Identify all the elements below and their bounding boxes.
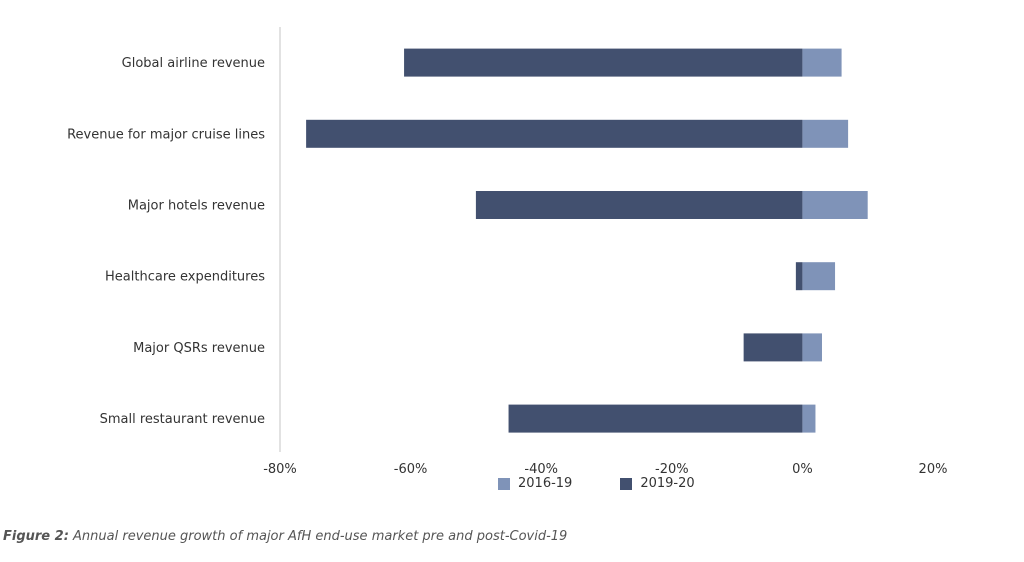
x-tick-label: -40% [524,462,558,477]
x-tick-labels: -80% -60% -40% -20% 0% 20% [263,462,947,477]
legend-label-2016-19: 2016-19 [518,476,573,491]
legend-swatch-2016-19 [498,477,510,490]
figure-caption: Figure 2: Annual revenue growth of major… [3,529,567,544]
chart: Global airline revenue Revenue for major … [67,27,947,477]
bar-major-hotels-revenue-2016-19 [802,191,868,219]
legend-swatch-2019-20 [620,477,633,490]
bar-small-restaurant-revenue-2016-19 [802,404,816,433]
caption-label: Figure 2: [3,529,69,544]
category-label-major-hotels-revenue: Major hotels revenue [128,199,265,214]
category-label-major-qsrs-revenue: Major QSRs revenue [133,341,265,356]
category-label-small-restaurant-revenue: Small restaurant revenue [100,412,265,427]
x-tick-label: -20% [655,462,689,477]
legend-item-2016-19: 2016-19 [498,476,572,491]
legend-item-2019-20: 2019-20 [620,476,695,491]
caption-text: Annual revenue growth of major AfH end-u… [68,529,568,544]
bar-major-qsrs-revenue-2016-19 [802,333,822,362]
x-tick-label: 20% [919,462,948,477]
bar-small-restaurant-revenue-2019-20 [508,404,803,433]
category-label-revenue-for-major-cruise-lines: Revenue for major cruise lines [67,127,265,142]
legend-label-2019-20: 2019-20 [640,476,695,491]
bar-revenue-for-major-cruise-lines-2019-20 [306,119,803,148]
x-tick-label: -60% [394,462,428,477]
bar-healthcare-expenditures-2019-20 [795,262,803,291]
bars [306,48,868,433]
bar-global-airline-revenue-2016-19 [802,48,842,77]
bar-major-hotels-revenue-2019-20 [475,191,803,219]
x-tick-label: 0% [792,462,813,477]
bar-healthcare-expenditures-2016-19 [802,262,836,291]
bar-global-airline-revenue-2019-20 [404,48,803,77]
bar-revenue-for-major-cruise-lines-2016-19 [802,119,849,148]
category-label-healthcare-expenditures: Healthcare expenditures [105,270,265,285]
x-tick-label: -80% [263,462,297,477]
category-labels: Global airline revenue Revenue for major … [67,56,265,427]
bar-major-qsrs-revenue-2019-20 [743,333,803,362]
legend: 2016-19 2019-20 [498,476,695,491]
category-label-global-airline-revenue: Global airline revenue [122,56,265,71]
